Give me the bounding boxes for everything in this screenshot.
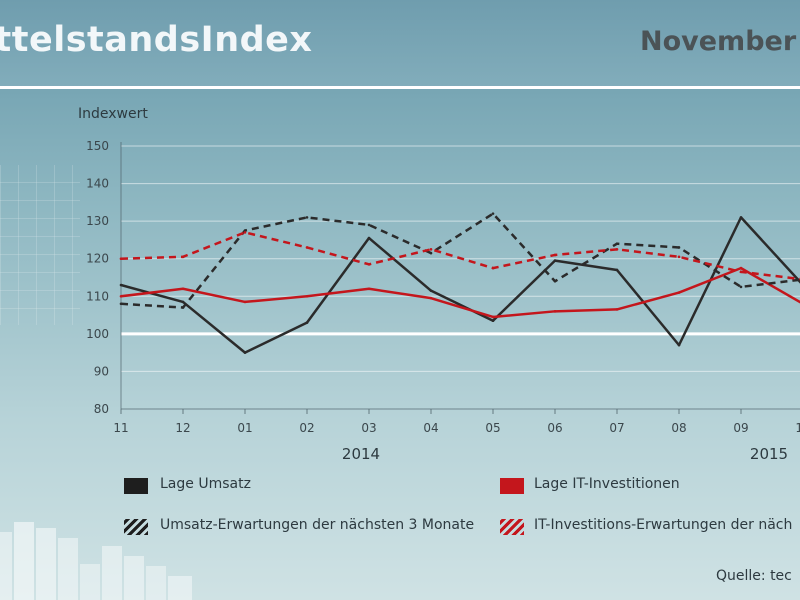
y-tick-label-90: 90 [94,364,109,378]
decorative-grid [0,165,80,325]
header-divider [0,86,800,89]
series-2-point-01 [243,229,247,232]
legend-label-it-investitions-erwartungen: IT-Investitions-Erwartungen der näch [534,517,793,533]
series-0-point-01 [243,351,247,354]
series-3-point-08 [677,255,681,259]
y-tick-label-130: 130 [86,214,109,228]
year-label-2014: 2014 [342,445,380,463]
legend-swatch-it-investitions-erwartungen [500,519,524,535]
series-0-point-12 [181,300,185,304]
series-0-point-08 [677,343,681,347]
series-0-point-11 [119,283,123,287]
series-3-point-06 [553,253,557,257]
y-tick-label-120: 120 [86,252,109,266]
series-0-point-09 [739,216,743,219]
legend-swatch-umsatz-erwartungen [124,519,148,535]
x-tick-label-05: 05 [485,421,500,435]
series-line-3 [120,231,800,281]
year-label-2015: 2015 [750,445,788,463]
y-axis-label: Indexwert [78,106,148,122]
series-2-point-02 [305,216,309,219]
x-tick-label-10: 10 [795,421,800,435]
x-tick-label-04: 04 [423,421,438,435]
x-tick-label-01: 01 [237,421,252,435]
report-date: November 2 [640,26,800,57]
x-tick-label-06: 06 [547,421,562,435]
series-2-point-06 [553,279,557,283]
series-1-point-02 [305,294,309,298]
series-line-2 [120,212,800,309]
series-1-point-12 [181,287,185,291]
series-2-point-08 [677,246,681,249]
series-3-point-09 [739,270,743,274]
series-1-point-11 [119,294,123,298]
series-0-point-02 [305,321,309,324]
y-tick-label-140: 140 [86,177,109,191]
series-1-point-04 [429,296,433,300]
y-tick-label-80: 80 [94,402,109,416]
series-2-point-04 [429,251,433,255]
x-tick-label-03: 03 [361,421,376,435]
series-2-point-07 [615,242,619,245]
y-tick-label-150: 150 [86,139,109,153]
series-1-point-06 [553,310,557,313]
x-tick-label-12: 12 [175,421,190,435]
series-3-point-11 [119,257,123,261]
decorative-bars [0,522,192,600]
y-tick-label-110: 110 [86,289,109,303]
series-0-point-06 [553,259,557,262]
series-2-point-03 [367,223,371,227]
series-2-point-05 [491,212,495,215]
legend-label-umsatz-erwartungen: Umsatz-Erwartungen der nächsten 3 Monate [160,517,475,533]
series-1-point-01 [243,300,247,304]
header-band [0,0,800,88]
series-3-point-03 [367,263,371,266]
legend-swatch-lage-it-investitionen [500,478,524,494]
x-tick-label-08: 08 [671,421,686,435]
series-3-point-02 [305,246,309,249]
series-line-0 [120,216,800,354]
series-0-point-03 [367,236,371,240]
series-2-point-11 [119,302,123,306]
legend-label-lage-it-investitionen: Lage IT-Investitionen [534,476,680,492]
legend-label-lage-umsatz: Lage Umsatz [160,476,251,492]
series-1-point-09 [739,266,743,270]
series-1-point-07 [615,308,619,311]
x-tick-label-07: 07 [609,421,624,435]
series-0-point-07 [615,268,619,272]
series-0-point-05 [491,319,495,323]
series-3-point-12 [181,255,185,259]
series-3-point-07 [615,248,619,251]
series-1-point-08 [677,291,681,294]
legend-swatch-lage-umsatz [124,478,148,494]
y-tick-label-100: 100 [86,327,109,341]
series-1-point-05 [491,315,495,319]
x-tick-label-09: 09 [733,421,748,435]
series-3-point-05 [491,266,495,270]
series-2-point-09 [739,285,743,289]
x-tick-label-11: 11 [113,421,128,435]
series-0-point-04 [429,289,433,292]
series-2-point-12 [181,306,185,309]
source-note: Quelle: tec [716,568,792,584]
page-title: ittelstandsIndex [0,20,313,60]
series-line-1 [120,266,800,319]
series-3-point-04 [429,248,433,251]
series-3-point-01 [243,231,247,234]
x-tick-label-02: 02 [299,421,314,435]
series-1-point-03 [367,287,371,291]
